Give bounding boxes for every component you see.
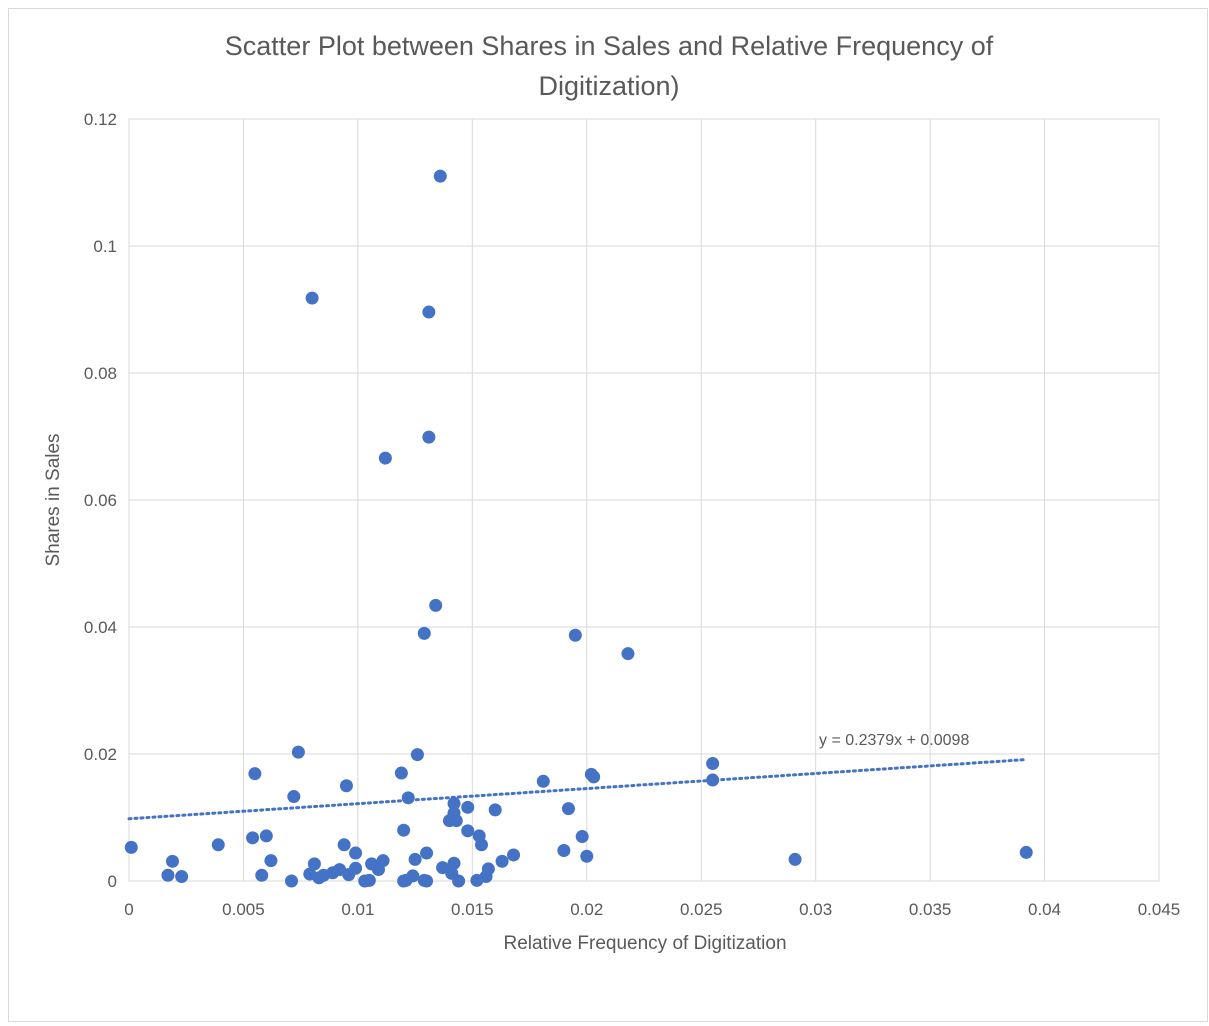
x-tick-label: 0.01 bbox=[341, 900, 374, 919]
data-point bbox=[621, 647, 635, 661]
y-tick-label: 0.08 bbox=[84, 364, 117, 383]
data-point bbox=[410, 748, 424, 762]
trendline bbox=[127, 758, 1028, 821]
data-point bbox=[307, 857, 321, 871]
data-point bbox=[417, 626, 431, 640]
y-tick-label: 0.02 bbox=[84, 745, 117, 764]
data-point bbox=[211, 838, 225, 852]
data-point bbox=[349, 861, 363, 875]
y-tick-label: 0.12 bbox=[84, 110, 117, 129]
data-point bbox=[124, 840, 138, 854]
data-point bbox=[362, 873, 376, 887]
data-point bbox=[449, 814, 463, 828]
data-point bbox=[447, 797, 461, 811]
y-tick-label: 0.1 bbox=[93, 237, 117, 256]
data-point bbox=[488, 803, 502, 817]
data-point bbox=[422, 430, 436, 444]
data-point bbox=[376, 854, 390, 868]
data-point bbox=[248, 767, 262, 781]
data-point bbox=[461, 824, 475, 838]
x-tick-label: 0.045 bbox=[1138, 900, 1181, 919]
data-point bbox=[401, 791, 415, 805]
data-point bbox=[706, 757, 720, 771]
data-point bbox=[557, 844, 571, 858]
data-point bbox=[433, 169, 447, 183]
data-point bbox=[378, 451, 392, 465]
x-tick-label: 0.005 bbox=[222, 900, 265, 919]
data-point bbox=[706, 773, 720, 787]
data-point bbox=[1019, 845, 1033, 859]
data-point bbox=[255, 868, 269, 882]
data-point bbox=[291, 745, 305, 759]
x-tick-label: 0.025 bbox=[680, 900, 723, 919]
data-point bbox=[788, 852, 802, 866]
data-points bbox=[124, 169, 1033, 888]
data-point bbox=[580, 849, 594, 863]
data-point bbox=[264, 854, 278, 868]
x-axis-title: Relative Frequency of Digitization bbox=[503, 933, 786, 954]
data-point bbox=[161, 868, 175, 882]
data-point bbox=[420, 874, 434, 888]
y-tick-label: 0 bbox=[108, 872, 117, 891]
x-tick-label: 0 bbox=[124, 900, 133, 919]
y-tick-label: 0.04 bbox=[84, 618, 117, 637]
data-point bbox=[420, 846, 434, 860]
x-tick-label: 0.02 bbox=[570, 900, 603, 919]
chart-title-line-1: Scatter Plot between Shares in Sales and… bbox=[225, 31, 994, 61]
data-point bbox=[246, 831, 260, 845]
data-point bbox=[165, 854, 179, 868]
data-point bbox=[587, 770, 601, 784]
data-point bbox=[339, 779, 353, 793]
x-tick-label: 0.015 bbox=[451, 900, 494, 919]
data-point bbox=[461, 800, 475, 814]
data-point bbox=[422, 305, 436, 319]
data-point bbox=[397, 823, 411, 837]
trendline-layer bbox=[127, 758, 1028, 821]
data-point bbox=[305, 291, 319, 305]
data-point bbox=[429, 598, 443, 612]
chart-title-line-2: Digitization) bbox=[538, 71, 679, 101]
x-tick-label: 0.035 bbox=[909, 900, 952, 919]
data-point bbox=[561, 802, 575, 816]
data-point bbox=[452, 874, 466, 888]
data-point bbox=[406, 869, 420, 883]
x-tick-label: 0.04 bbox=[1028, 900, 1061, 919]
data-point bbox=[575, 830, 589, 844]
data-point bbox=[568, 628, 582, 642]
data-point bbox=[259, 829, 273, 843]
x-tick-label: 0.03 bbox=[799, 900, 832, 919]
data-point bbox=[481, 862, 495, 876]
data-point bbox=[285, 874, 299, 888]
trendline-equation: y = 0.2379x + 0.0098 bbox=[819, 732, 969, 749]
data-point bbox=[349, 846, 363, 860]
y-axis-title: Shares in Sales bbox=[43, 433, 64, 566]
data-point bbox=[287, 790, 301, 804]
tick-labels: 0 0.02 0.04 0.06 0.08 0.1 0.12 0 0.005 0.01 0.015 0… bbox=[84, 110, 1180, 919]
data-point bbox=[474, 838, 488, 852]
scatter-chart: Scatter Plot between Shares in Sales and… bbox=[43, 31, 1180, 954]
data-point bbox=[495, 854, 509, 868]
chart-frame: Scatter Plot between Shares in Sales and… bbox=[8, 8, 1208, 1022]
data-point bbox=[394, 766, 408, 780]
y-tick-label: 0.06 bbox=[84, 491, 117, 510]
data-point bbox=[337, 838, 351, 852]
data-point bbox=[447, 856, 461, 870]
data-point bbox=[408, 852, 422, 866]
grid bbox=[128, 118, 1160, 882]
data-point bbox=[175, 870, 189, 884]
data-point bbox=[536, 774, 550, 788]
data-point bbox=[507, 848, 521, 862]
